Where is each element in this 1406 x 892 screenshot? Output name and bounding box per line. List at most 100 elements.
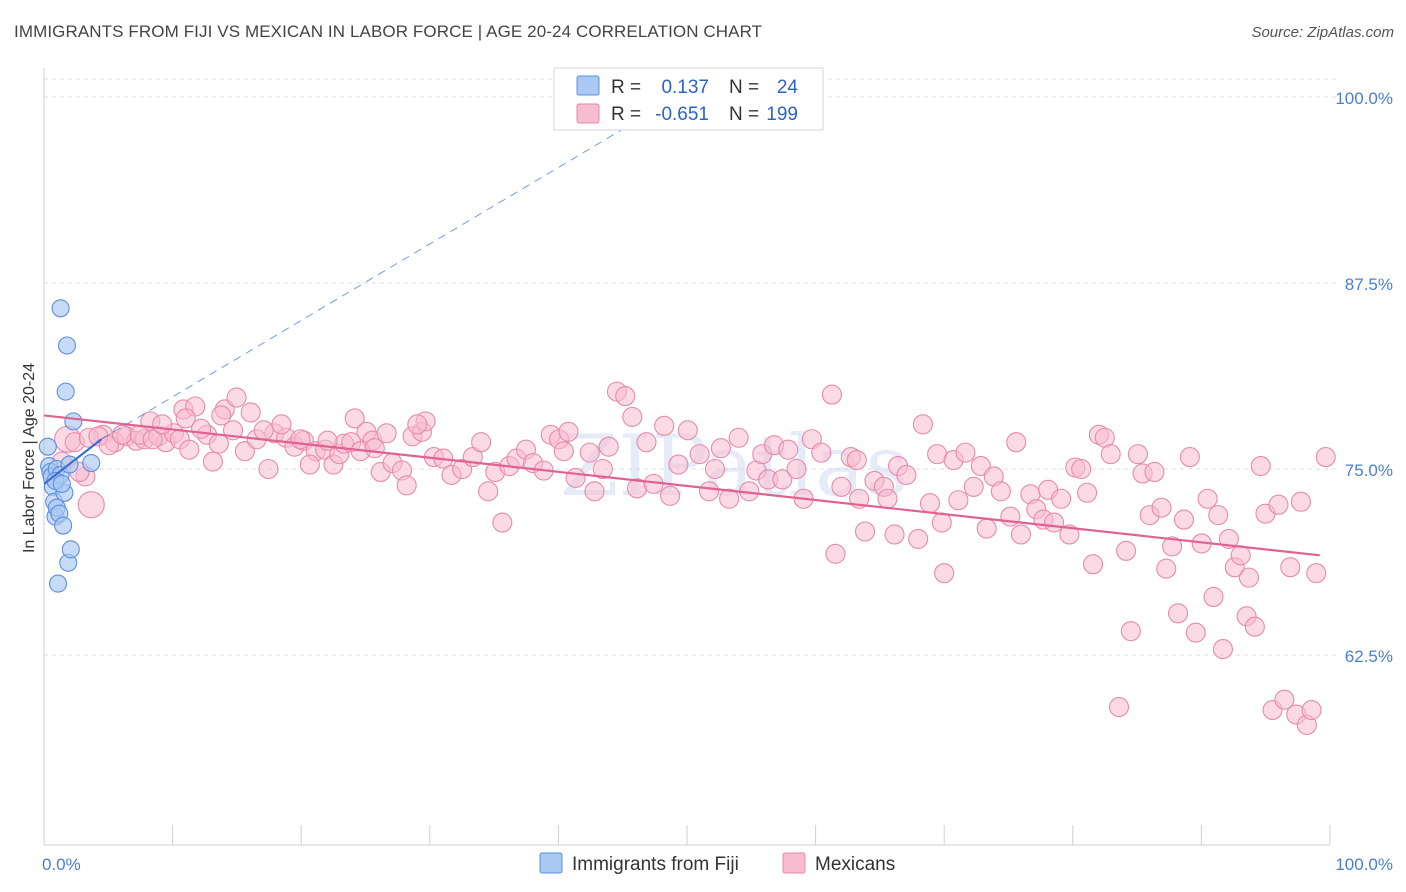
mexican-point-122	[990, 481, 1011, 502]
mexican-point-142	[1120, 621, 1141, 642]
x-tick-label-1: 100.0%	[1335, 855, 1393, 874]
mexican-point-157	[1208, 505, 1229, 526]
mexican-n-label: N =	[729, 104, 759, 125]
mexican-point-110	[912, 414, 933, 435]
mexican-point-51	[471, 432, 492, 453]
mexican-n-value: 199	[766, 104, 798, 125]
mexican-point-132	[1059, 524, 1080, 545]
mexican-point-163	[1238, 567, 1259, 588]
mexican-point-135	[1077, 482, 1098, 503]
mexican-point-3	[77, 491, 105, 519]
mexican-point-164	[1244, 616, 1265, 637]
mexican-point-116	[948, 490, 969, 511]
fiji-point-15	[57, 336, 77, 355]
mexican-point-130	[1043, 512, 1065, 533]
mexican-point-120	[976, 518, 997, 539]
gridlines	[44, 78, 1340, 656]
mexican-point-84	[728, 427, 749, 448]
mexican-r-label: R =	[611, 104, 641, 125]
mexican-point-75	[654, 415, 675, 436]
mexican-point-78	[677, 420, 698, 441]
y-tick-label-3: 62.5%	[1345, 647, 1393, 666]
mexican-point-143	[1127, 444, 1148, 465]
mexican-point-52	[478, 481, 499, 502]
mexican-point-79	[689, 444, 710, 465]
series-mexicans	[51, 381, 1336, 735]
mexican-point-153	[1185, 622, 1206, 643]
stats-legend: R = 0.137 N = 24 R = -0.651 N = 199	[553, 67, 824, 131]
mexican-point-62	[558, 421, 579, 442]
mexican-point-158	[1212, 638, 1233, 660]
mexican-point-23	[234, 441, 255, 462]
fiji-point-14	[56, 382, 75, 401]
mexican-point-77	[668, 454, 689, 475]
fiji-point-19	[48, 574, 68, 593]
mexican-point-198	[407, 414, 428, 435]
mexican-point-14	[179, 439, 200, 460]
mexican-point-189	[240, 402, 261, 423]
mexican-point-108	[896, 464, 917, 486]
mexican-point-170	[1280, 557, 1301, 578]
source-label: Source: ZipAtlas.com	[1251, 24, 1394, 41]
fiji-legend-swatch	[576, 75, 600, 96]
mexican-point-139	[1100, 444, 1121, 465]
mexican-point-43	[396, 475, 417, 496]
mexican-point-175	[1306, 563, 1327, 584]
fiji-point-21	[82, 453, 101, 473]
mexican-point-73	[636, 432, 657, 453]
mexican-point-190	[253, 420, 274, 441]
mexican-point-80	[699, 481, 720, 502]
mexican-point-172	[1290, 491, 1311, 512]
mexican-r-value: -0.651	[655, 104, 709, 125]
mexican-point-65	[579, 442, 600, 463]
mexican-point-66	[584, 481, 605, 502]
mexican-point-111	[919, 493, 941, 514]
mexican-point-136	[1082, 554, 1104, 575]
fiji-point-23	[52, 474, 71, 493]
mexican-point-109	[908, 528, 929, 549]
mexican-series-swatch	[782, 852, 806, 874]
chart-title: IMMIGRANTS FROM FIJI VS MEXICAN IN LABOR…	[14, 22, 763, 41]
axes	[43, 68, 1331, 846]
mexican-point-192	[290, 429, 311, 450]
mexican-point-141	[1116, 540, 1137, 561]
fiji-n-value: 24	[777, 77, 799, 98]
mexican-point-95	[811, 442, 832, 463]
mexican-point-165	[1250, 455, 1271, 477]
fiji-r-value: 0.137	[661, 77, 709, 98]
mexican-point-83	[719, 488, 740, 509]
mexican-point-161	[1230, 545, 1251, 566]
fiji-series-swatch	[539, 852, 563, 874]
mexican-point-185	[152, 414, 173, 435]
fiji-point-0	[38, 437, 57, 456]
fiji-n-label: N =	[729, 77, 759, 98]
series-fiji	[38, 299, 101, 593]
fiji-trend-line	[43, 438, 103, 485]
mexican-point-19	[202, 451, 223, 472]
mexican-point-106	[884, 524, 905, 545]
mexican-point-22	[226, 387, 247, 408]
mexican-point-174	[1301, 700, 1322, 721]
mexican-point-146	[1144, 461, 1165, 483]
fiji-trend-extension	[101, 123, 633, 440]
mexican-point-187	[191, 418, 212, 439]
mexican-point-96	[821, 384, 842, 405]
mexican-point-100	[846, 450, 867, 471]
fiji-point-18	[64, 412, 83, 431]
mexican-point-90	[772, 469, 793, 490]
mexican-point-97	[825, 543, 846, 564]
mexican-point-64	[565, 467, 586, 488]
mexican-point-71	[622, 406, 643, 427]
mexican-point-125	[1010, 524, 1031, 545]
mexican-point-25	[258, 458, 279, 480]
mexican-point-67	[592, 458, 613, 480]
mexican-series-label: Mexicans	[815, 854, 895, 875]
mexican-point-148	[1156, 558, 1177, 579]
mexican-point-152	[1179, 447, 1200, 468]
fiji-series-label: Immigrants from Fiji	[572, 854, 739, 875]
mexican-point-186	[175, 408, 196, 429]
mexican-point-193	[299, 454, 320, 475]
y-axis-label: In Labor Force | Age 20-24	[21, 363, 38, 553]
mexican-point-168	[1268, 494, 1289, 515]
mexican-point-176	[1315, 447, 1336, 468]
